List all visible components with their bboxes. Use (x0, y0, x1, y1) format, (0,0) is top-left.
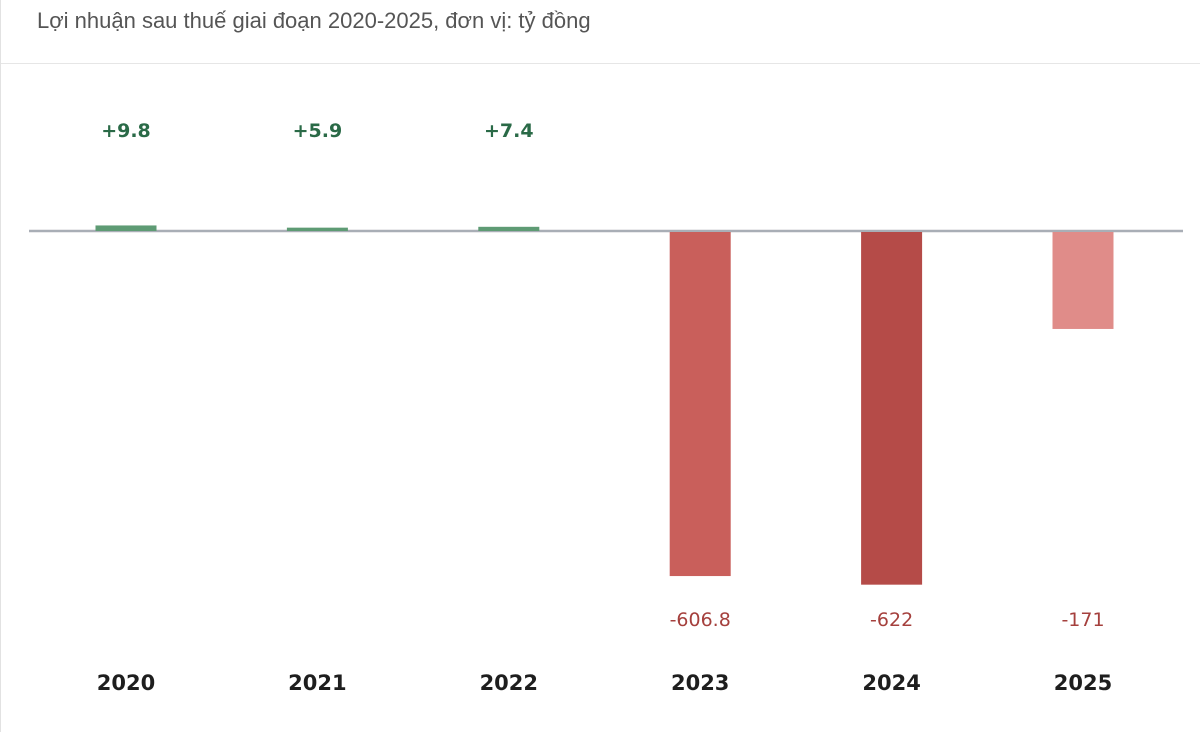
bar-2020 (95, 225, 157, 231)
x-tick-label-2024: 2024 (862, 671, 920, 695)
bar-2025 (1052, 232, 1114, 329)
bar-2022 (478, 226, 540, 231)
data-label-2021: +5.9 (293, 120, 343, 142)
data-label-2022: +7.4 (484, 120, 534, 142)
data-label-2023: -606.8 (670, 609, 731, 631)
x-tick-label-2025: 2025 (1054, 671, 1112, 695)
data-label-2020: +9.8 (101, 120, 151, 142)
bar-2023 (669, 232, 731, 577)
x-tick-label-2020: 2020 (97, 671, 155, 695)
bar-2021 (286, 227, 348, 231)
x-tick-label-2021: 2021 (288, 671, 346, 695)
chart-header: Lợi nhuận sau thuế giai đoạn 2020-2025, … (1, 0, 1200, 64)
data-label-2024: -622 (870, 609, 913, 631)
bar-2024 (861, 232, 923, 585)
data-label-2025: -171 (1061, 609, 1104, 631)
x-tick-label-2023: 2023 (671, 671, 729, 695)
chart-title: Lợi nhuận sau thuế giai đoạn 2020-2025, … (37, 8, 591, 33)
x-tick-label-2022: 2022 (480, 671, 538, 695)
